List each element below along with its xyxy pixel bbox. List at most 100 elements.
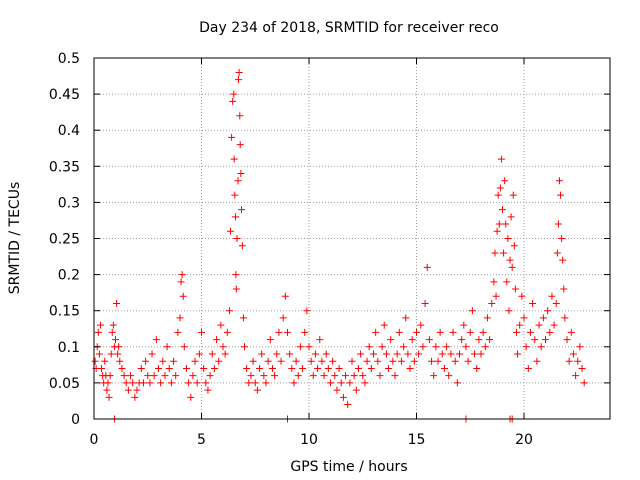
data-point	[106, 372, 114, 380]
y-tick-label: 0	[71, 412, 80, 428]
data-point	[277, 357, 285, 365]
x-tick-label: 20	[515, 432, 533, 448]
data-point	[563, 336, 571, 344]
data-point	[294, 372, 302, 380]
data-point	[464, 357, 472, 365]
data-point	[502, 220, 510, 228]
data-point	[554, 220, 562, 228]
data-point	[279, 314, 287, 322]
data-point	[553, 249, 561, 257]
data-point	[466, 328, 474, 336]
data-point	[567, 328, 575, 336]
data-point	[107, 350, 115, 358]
data-point	[456, 350, 463, 358]
data-point	[234, 76, 242, 84]
data-point	[309, 372, 317, 380]
data-point	[266, 336, 274, 344]
data-point	[421, 299, 429, 307]
y-tick-label: 0.2	[58, 268, 80, 284]
data-point	[144, 372, 152, 380]
data-point	[176, 314, 184, 322]
data-point	[436, 328, 444, 336]
data-point	[445, 372, 453, 380]
data-point	[471, 350, 479, 358]
data-point	[537, 343, 545, 351]
data-point	[561, 314, 569, 322]
data-point	[324, 364, 332, 372]
data-point	[225, 307, 233, 315]
data-point	[231, 213, 239, 221]
data-point	[451, 357, 459, 365]
data-point	[333, 386, 341, 394]
data-point	[385, 364, 393, 372]
data-point	[518, 292, 526, 300]
axis-ticks: 0 5 10 15 20 0 0.05 0.1 0.15 0.2 0.25 0.3 0.35 0.4 0.4…	[49, 51, 610, 448]
data-point	[460, 321, 468, 329]
data-point	[96, 321, 104, 329]
data-point	[139, 379, 147, 387]
data-point	[493, 227, 501, 235]
data-point	[486, 336, 494, 344]
data-point	[129, 379, 137, 387]
data-point	[227, 227, 235, 235]
data-point	[182, 364, 190, 372]
data-point	[479, 328, 487, 336]
data-point	[406, 364, 414, 372]
data-point	[376, 372, 384, 380]
data-point	[273, 350, 281, 358]
data-point	[187, 393, 195, 401]
data-point	[509, 191, 517, 199]
data-point	[516, 321, 524, 329]
data-point	[290, 379, 298, 387]
data-point	[215, 357, 223, 365]
data-point	[397, 357, 405, 365]
data-point	[346, 379, 354, 387]
data-point	[217, 321, 225, 329]
data-point	[161, 372, 169, 380]
data-point	[210, 364, 218, 372]
data-point	[415, 350, 423, 358]
data-point	[428, 357, 436, 365]
data-point	[539, 314, 547, 322]
data-point	[230, 155, 238, 163]
data-point	[249, 357, 257, 365]
chart-title: Day 234 of 2018, SRMTID for receiver rec…	[199, 20, 499, 36]
y-tick-label: 0.3	[58, 195, 80, 211]
data-point	[526, 328, 534, 336]
data-point	[236, 112, 244, 120]
data-point	[357, 350, 365, 358]
data-point	[510, 242, 518, 250]
data-point	[108, 328, 116, 336]
data-point	[105, 393, 113, 401]
data-point	[243, 364, 251, 372]
data-point	[374, 357, 382, 365]
data-point	[95, 350, 103, 358]
data-point	[327, 379, 334, 387]
data-point	[245, 379, 253, 387]
data-point	[229, 97, 237, 105]
data-point	[236, 141, 244, 149]
data-point	[354, 364, 362, 372]
data-point	[491, 249, 499, 257]
data-point	[251, 379, 259, 387]
data-point	[408, 336, 416, 344]
data-point	[558, 235, 566, 242]
data-point	[505, 307, 513, 315]
data-point	[391, 372, 399, 380]
data-point	[569, 350, 577, 358]
data-point	[462, 343, 470, 351]
data-point	[314, 364, 322, 372]
data-point	[557, 191, 565, 199]
data-point	[475, 336, 483, 344]
data-point	[165, 364, 173, 372]
data-point	[127, 372, 135, 380]
data-point	[234, 177, 242, 185]
data-point	[432, 343, 440, 351]
data-point	[150, 372, 158, 380]
data-point	[329, 357, 337, 365]
y-tick-label: 0.4	[58, 123, 80, 139]
data-point	[496, 184, 504, 192]
data-point	[389, 357, 397, 365]
